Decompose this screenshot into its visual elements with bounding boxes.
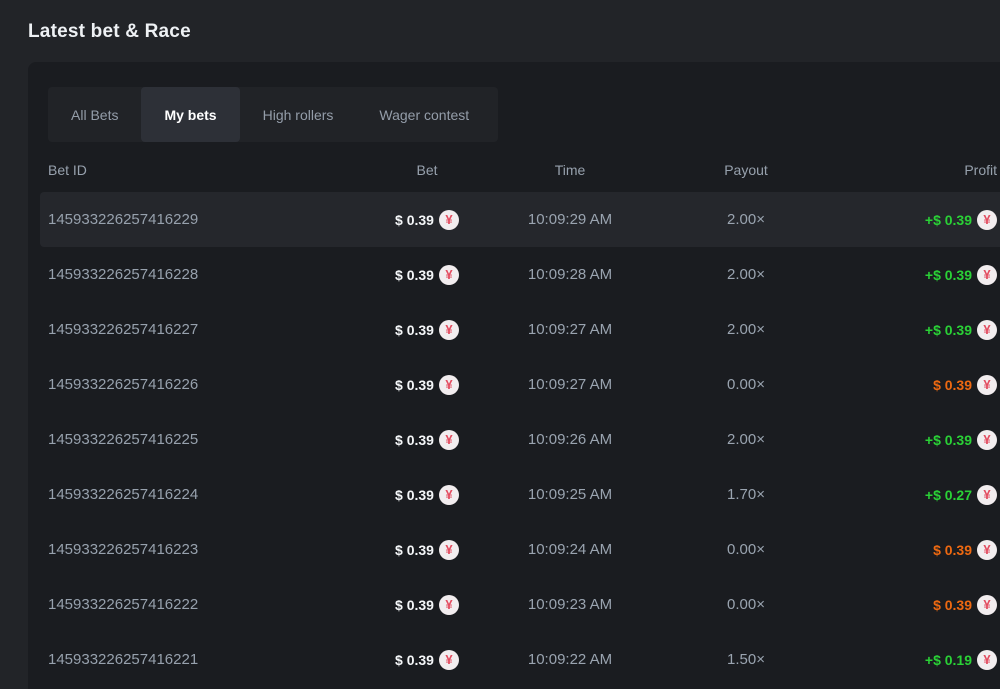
payout-multiplier: 2.00× [727, 266, 765, 283]
yen-coin-icon: ¥ [438, 319, 459, 340]
yen-coin-icon: ¥ [438, 429, 459, 450]
profit-amount: +$ 0.39 [924, 431, 972, 448]
yen-coin-icon: ¥ [438, 484, 459, 505]
yen-coin-icon: ¥ [977, 264, 997, 285]
bet-amount: $ 0.39 [395, 541, 434, 558]
payout-multiplier: 0.00× [727, 596, 765, 613]
latest-bets-panel: All Bets My bets High rollers Wager cont… [28, 62, 1000, 689]
bet-id: 145933226257416227 [48, 321, 199, 338]
bet-row[interactable]: 145933226257416221 $ 0.39 ¥ 10:09:22 AM … [40, 632, 1000, 687]
bet-row[interactable]: 145933226257416222 $ 0.39 ¥ 10:09:23 AM … [40, 577, 1000, 632]
profit-amount: +$ 0.39 [924, 321, 972, 338]
bet-amount: $ 0.39 [395, 321, 434, 338]
bet-time: 10:09:29 AM [527, 211, 613, 228]
bet-amount: $ 0.39 [395, 431, 434, 448]
payout-multiplier: 0.00× [727, 541, 765, 558]
yen-coin-icon: ¥ [438, 374, 459, 395]
yen-coin-icon: ¥ [977, 649, 997, 670]
tab-all-bets[interactable]: All Bets [48, 87, 141, 142]
bet-id: 145933226257416226 [48, 376, 199, 393]
profit-amount: +$ 0.27 [924, 486, 972, 503]
table-header-row: Bet ID Bet Time Payout Profit [40, 155, 1000, 185]
column-header-bet-id: Bet ID [48, 162, 87, 178]
yen-coin-icon: ¥ [438, 649, 459, 670]
bet-id: 145933226257416223 [48, 541, 199, 558]
page-title: Latest bet & Race [28, 21, 191, 42]
profit-amount: +$ 0.39 [924, 266, 972, 283]
payout-multiplier: 2.00× [727, 321, 765, 338]
bets-tab-bar: All Bets My bets High rollers Wager cont… [48, 87, 498, 142]
yen-coin-icon: ¥ [438, 264, 459, 285]
bet-time: 10:09:28 AM [527, 266, 613, 283]
payout-multiplier: 1.70× [727, 486, 765, 503]
bet-id: 145933226257416225 [48, 431, 199, 448]
bet-id: 145933226257416224 [48, 486, 199, 503]
bets-table-body: 145933226257416229 $ 0.39 ¥ 10:09:29 AM … [28, 192, 1000, 687]
yen-coin-icon: ¥ [438, 594, 459, 615]
bet-amount: $ 0.39 [395, 211, 434, 228]
bet-amount: $ 0.39 [395, 376, 434, 393]
bet-time: 10:09:27 AM [527, 376, 613, 393]
tab-my-bets[interactable]: My bets [141, 87, 240, 142]
profit-amount: +$ 0.39 [924, 211, 972, 228]
column-header-profit: Profit [964, 162, 997, 178]
yen-coin-icon: ¥ [977, 374, 997, 395]
bet-time: 10:09:26 AM [527, 431, 613, 448]
payout-multiplier: 0.00× [727, 376, 765, 393]
bet-id: 145933226257416229 [48, 211, 199, 228]
profit-amount: $ 0.39 [933, 596, 972, 613]
bet-amount: $ 0.39 [395, 486, 434, 503]
yen-coin-icon: ¥ [438, 209, 459, 230]
yen-coin-icon: ¥ [977, 319, 997, 340]
profit-amount: $ 0.39 [933, 376, 972, 393]
bet-time: 10:09:23 AM [527, 596, 613, 613]
bet-time: 10:09:22 AM [527, 651, 613, 668]
bet-amount: $ 0.39 [395, 651, 434, 668]
bet-row[interactable]: 145933226257416223 $ 0.39 ¥ 10:09:24 AM … [40, 522, 1000, 577]
bet-amount: $ 0.39 [395, 266, 434, 283]
bet-amount: $ 0.39 [395, 596, 434, 613]
yen-coin-icon: ¥ [977, 539, 997, 560]
column-header-payout: Payout [724, 162, 768, 178]
yen-coin-icon: ¥ [977, 594, 997, 615]
bet-row[interactable]: 145933226257416224 $ 0.39 ¥ 10:09:25 AM … [40, 467, 1000, 522]
bet-id: 145933226257416228 [48, 266, 199, 283]
yen-coin-icon: ¥ [438, 539, 459, 560]
bet-row[interactable]: 145933226257416229 $ 0.39 ¥ 10:09:29 AM … [40, 192, 1000, 247]
bet-row[interactable]: 145933226257416228 $ 0.39 ¥ 10:09:28 AM … [40, 247, 1000, 302]
yen-coin-icon: ¥ [977, 484, 997, 505]
bet-time: 10:09:24 AM [527, 541, 613, 558]
tab-wager-contest[interactable]: Wager contest [356, 87, 492, 142]
bet-time: 10:09:27 AM [527, 321, 613, 338]
bet-row[interactable]: 145933226257416226 $ 0.39 ¥ 10:09:27 AM … [40, 357, 1000, 412]
profit-amount: +$ 0.19 [924, 651, 972, 668]
column-header-bet: Bet [416, 162, 438, 178]
payout-multiplier: 2.00× [727, 211, 765, 228]
payout-multiplier: 1.50× [727, 651, 765, 668]
bet-row[interactable]: 145933226257416225 $ 0.39 ¥ 10:09:26 AM … [40, 412, 1000, 467]
bet-id: 145933226257416222 [48, 596, 199, 613]
yen-coin-icon: ¥ [977, 429, 997, 450]
yen-coin-icon: ¥ [977, 209, 997, 230]
payout-multiplier: 2.00× [727, 431, 765, 448]
profit-amount: $ 0.39 [933, 541, 972, 558]
bet-row[interactable]: 145933226257416227 $ 0.39 ¥ 10:09:27 AM … [40, 302, 1000, 357]
tab-high-rollers[interactable]: High rollers [240, 87, 357, 142]
bet-id: 145933226257416221 [48, 651, 199, 668]
bet-time: 10:09:25 AM [527, 486, 613, 503]
column-header-time: Time [554, 162, 586, 178]
